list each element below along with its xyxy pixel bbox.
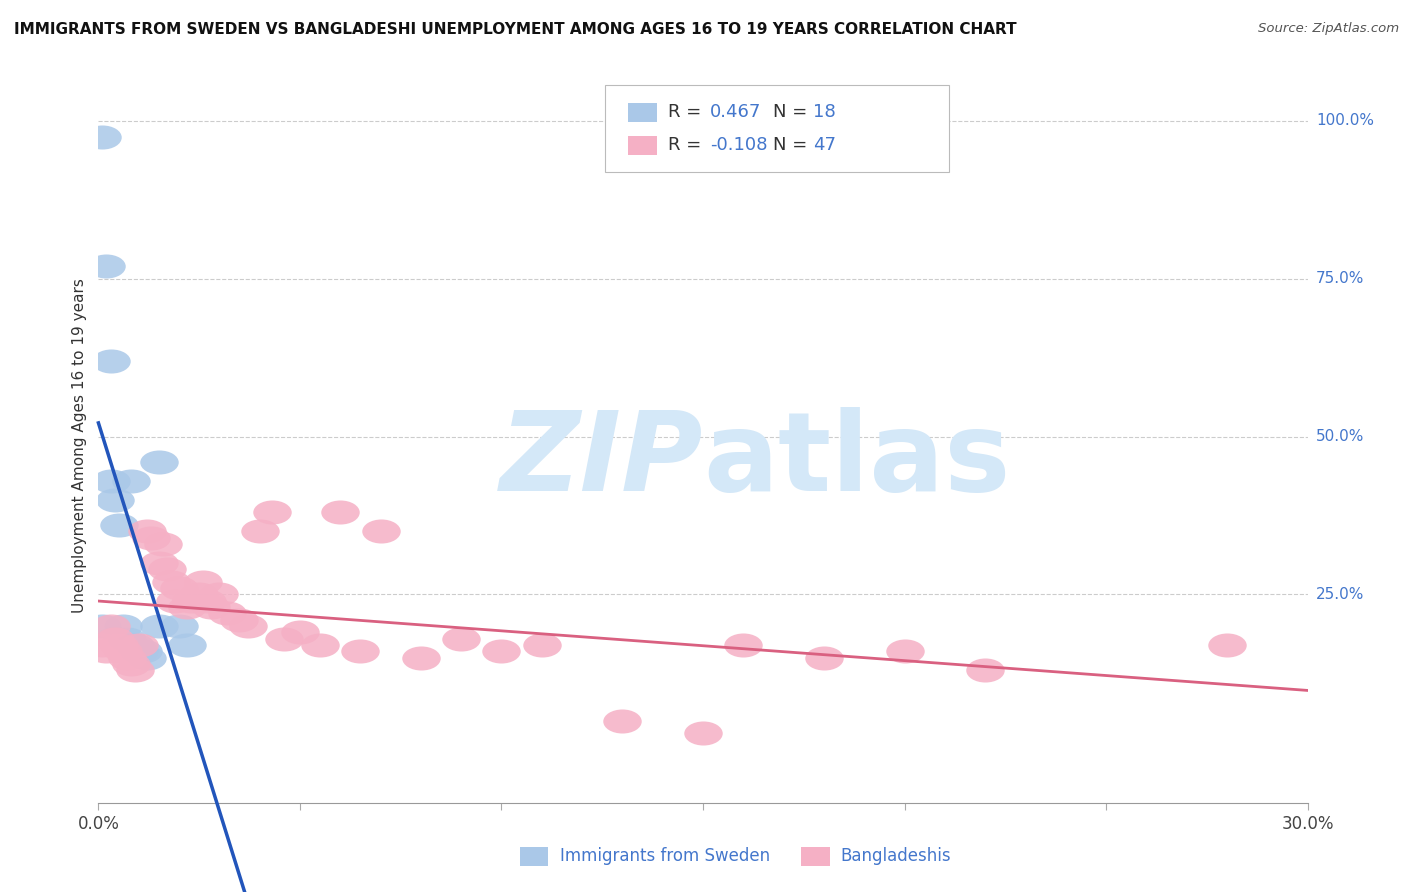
Point (893, 644, 915, 658)
Point (148, 556, 170, 570)
Point (813, 650, 835, 665)
Point (152, 537, 174, 551)
Text: N =: N = (773, 136, 811, 154)
Point (349, 644, 371, 658)
Point (329, 505, 352, 519)
Point (120, 657, 142, 671)
Point (96, 259, 118, 273)
Point (1216, 638, 1239, 652)
Point (103, 632, 125, 646)
Point (163, 593, 186, 607)
Point (135, 524, 157, 539)
Point (208, 587, 231, 601)
Point (450, 632, 472, 646)
Text: IMMIGRANTS FROM SWEDEN VS BANGLADESHI UNEMPLOYMENT AMONG AGES 16 TO 19 YEARS COR: IMMIGRANTS FROM SWEDEN VS BANGLADESHI UN… (14, 22, 1017, 37)
Point (115, 632, 138, 646)
Point (96, 644, 118, 658)
Point (111, 644, 134, 658)
Point (260, 505, 283, 519)
Point (156, 562, 179, 576)
Point (91, 129, 114, 144)
Point (160, 574, 183, 589)
Point (91, 619, 114, 633)
Point (273, 632, 295, 646)
Point (115, 650, 138, 665)
Point (107, 517, 129, 532)
Point (288, 625, 311, 640)
Text: 75.0%: 75.0% (1316, 271, 1364, 286)
Point (100, 353, 122, 368)
Point (100, 474, 122, 488)
Point (128, 638, 150, 652)
Point (107, 638, 129, 652)
Point (167, 581, 190, 595)
Point (249, 524, 271, 539)
Point (236, 619, 259, 633)
Point (135, 650, 157, 665)
Point (120, 474, 142, 488)
Point (612, 714, 634, 728)
Point (217, 607, 239, 621)
Text: atlas: atlas (703, 407, 1011, 514)
Text: N =: N = (773, 103, 811, 121)
Point (176, 600, 198, 615)
Point (124, 663, 146, 677)
Text: Bangladeshis: Bangladeshis (841, 847, 952, 865)
Point (148, 619, 170, 633)
Text: ZIP: ZIP (499, 407, 703, 514)
Point (692, 726, 714, 740)
Text: 25.0%: 25.0% (1316, 587, 1364, 602)
Point (132, 644, 155, 658)
Point (733, 638, 755, 652)
Point (139, 531, 162, 545)
Point (124, 638, 146, 652)
Point (409, 650, 432, 665)
Point (100, 619, 122, 633)
Text: -0.108: -0.108 (710, 136, 768, 154)
Text: 0.467: 0.467 (710, 103, 762, 121)
Point (200, 600, 222, 615)
Point (228, 613, 250, 627)
Point (491, 644, 513, 658)
Text: Immigrants from Sweden: Immigrants from Sweden (560, 847, 769, 865)
Text: R =: R = (668, 103, 704, 121)
Point (974, 663, 997, 677)
Point (195, 593, 218, 607)
Text: 100.0%: 100.0% (1316, 113, 1374, 128)
Point (309, 638, 332, 652)
Point (193, 574, 215, 589)
Point (530, 638, 553, 652)
Point (111, 619, 134, 633)
Point (176, 638, 198, 652)
Point (370, 524, 392, 539)
Text: 47: 47 (813, 136, 835, 154)
Point (91, 638, 114, 652)
Text: 50.0%: 50.0% (1316, 429, 1364, 444)
Text: 18: 18 (813, 103, 835, 121)
Point (148, 455, 170, 469)
Point (103, 492, 125, 507)
Point (180, 593, 202, 607)
Y-axis label: Unemployment Among Ages 16 to 19 years: Unemployment Among Ages 16 to 19 years (72, 278, 87, 614)
Point (128, 644, 150, 658)
Point (167, 619, 190, 633)
Text: R =: R = (668, 136, 704, 154)
Point (188, 587, 211, 601)
Text: Source: ZipAtlas.com: Source: ZipAtlas.com (1258, 22, 1399, 36)
